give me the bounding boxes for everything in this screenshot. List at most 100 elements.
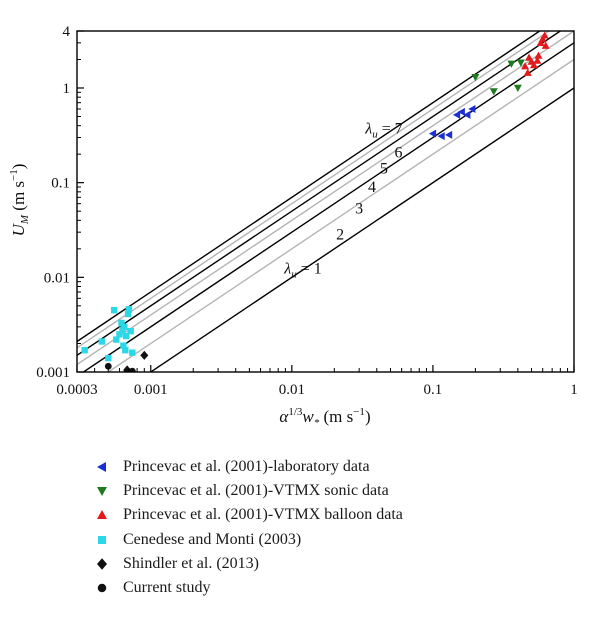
data-point xyxy=(534,51,543,59)
data-point xyxy=(123,332,130,340)
legend-item: Cenedese and Monti (2003) xyxy=(95,528,575,552)
series-3 xyxy=(81,306,136,362)
data-point xyxy=(444,130,453,139)
legend-marker-triangle-left xyxy=(97,462,106,473)
data-point xyxy=(127,327,134,335)
lambda-label-1: λu = 1 xyxy=(283,260,321,280)
data-point xyxy=(120,342,127,349)
legend-item: Princevac et al. (2001)-VTMX sonic data xyxy=(95,479,575,503)
y-tick-label: 0.1 xyxy=(51,176,70,192)
data-point xyxy=(428,129,437,138)
data-point xyxy=(536,38,545,47)
legend-label: Princevac et al. (2001)-VTMX sonic data xyxy=(123,482,389,500)
data-point xyxy=(125,306,133,313)
x-tick-label: 1 xyxy=(570,382,578,398)
legend-symbol xyxy=(97,510,107,520)
series-2 xyxy=(521,31,550,76)
data-point xyxy=(513,84,522,92)
legend: Princevac et al. (2001)-laboratory data P… xyxy=(95,455,575,600)
data-point xyxy=(521,62,530,70)
data-point xyxy=(122,346,129,354)
legend-symbol xyxy=(98,535,106,544)
data-point xyxy=(81,346,88,354)
data-point xyxy=(523,68,532,76)
lambda-label-6: 6 xyxy=(394,144,402,161)
legend-marker-square xyxy=(98,535,106,544)
data-point xyxy=(113,336,120,343)
reference-line-lambda-7 xyxy=(77,31,541,343)
legend-marker-triangle-down xyxy=(97,487,107,497)
data-point xyxy=(452,110,461,119)
y-axis: 0.001 0.01 0.1 1 4 xyxy=(36,24,84,381)
y-tick-label: 1 xyxy=(63,81,71,97)
lambda-label-5: 5 xyxy=(380,160,388,177)
data-point xyxy=(529,60,538,69)
x-tick-label: 0.0003 xyxy=(56,382,97,398)
legend-item: Princevac et al. (2001)-VTMX balloon dat… xyxy=(95,503,575,527)
y-axis-title: UM (m s−1) xyxy=(8,164,31,237)
data-point xyxy=(516,59,525,67)
legend-label: Princevac et al. (2001)-VTMX balloon dat… xyxy=(123,506,403,524)
y-tick-label: 0.01 xyxy=(44,270,70,286)
series-0 xyxy=(428,104,476,141)
data-point xyxy=(525,53,534,61)
data-point xyxy=(437,132,445,141)
legend-symbol xyxy=(97,583,107,593)
legend-symbol xyxy=(97,462,106,473)
x-axis-title: α1/3w* (m s−1) xyxy=(279,406,370,429)
data-point xyxy=(471,74,480,82)
data-point xyxy=(124,310,132,318)
data-point xyxy=(116,331,123,338)
legend-item: Current study xyxy=(95,576,575,600)
series-1 xyxy=(471,59,525,96)
legend-item: Princevac et al. (2001)-laboratory data xyxy=(95,455,575,479)
data-point xyxy=(507,60,516,68)
plot-frame xyxy=(76,30,575,373)
data-point xyxy=(98,338,106,345)
x-axis: 0.0003 0.001 0.01 0.1 1 xyxy=(56,365,578,398)
legend-label: Shindler et al. (2013) xyxy=(123,554,259,572)
lambda-label-3: 3 xyxy=(355,201,363,218)
data-point xyxy=(128,367,136,372)
y-tick-label: 4 xyxy=(63,24,71,40)
reference-lines xyxy=(77,31,574,372)
x-tick-label: 0.01 xyxy=(279,382,305,398)
legend-marker-triangle-up xyxy=(97,510,107,520)
reference-line-lambda-5 xyxy=(77,31,562,357)
data-point xyxy=(489,88,498,96)
legend-label: Cenedese and Monti (2003) xyxy=(123,530,302,548)
data-point xyxy=(140,350,149,360)
data-point xyxy=(541,41,550,49)
data-point xyxy=(457,107,465,116)
data-point xyxy=(110,306,118,314)
legend-symbol xyxy=(97,487,107,497)
x-tick-label: 0.001 xyxy=(134,382,168,398)
lambda-label-2: 2 xyxy=(336,227,344,244)
reference-line-lambda-6 xyxy=(77,31,551,349)
reference-line-lambda-3 xyxy=(82,41,574,372)
lambda-label-4: 4 xyxy=(368,179,376,196)
data-point xyxy=(104,362,112,370)
data-point xyxy=(533,56,542,64)
data-point xyxy=(105,354,112,362)
legend-item: Shindler et al. (2013) xyxy=(95,552,575,576)
data-point xyxy=(118,319,125,327)
lambda-label-7: λu = 7 xyxy=(364,121,402,141)
x-tick-label: 0.1 xyxy=(424,382,443,398)
reference-line-lambda-4 xyxy=(77,31,574,366)
data-point xyxy=(463,110,471,119)
reference-line-lambda-1 xyxy=(149,87,574,372)
data-point xyxy=(129,349,136,356)
legend-symbol xyxy=(97,558,107,570)
legend-marker-circle xyxy=(97,583,107,593)
series-layer xyxy=(81,31,550,372)
data-point xyxy=(121,323,128,331)
y-tick-label: 0.001 xyxy=(36,365,70,381)
data-point xyxy=(540,31,549,39)
legend-marker-diamond xyxy=(97,558,107,570)
legend-label: Princevac et al. (2001)-laboratory data xyxy=(123,458,370,476)
reference-line-lambda-2 xyxy=(107,58,574,372)
legend-label: Current study xyxy=(123,579,211,597)
